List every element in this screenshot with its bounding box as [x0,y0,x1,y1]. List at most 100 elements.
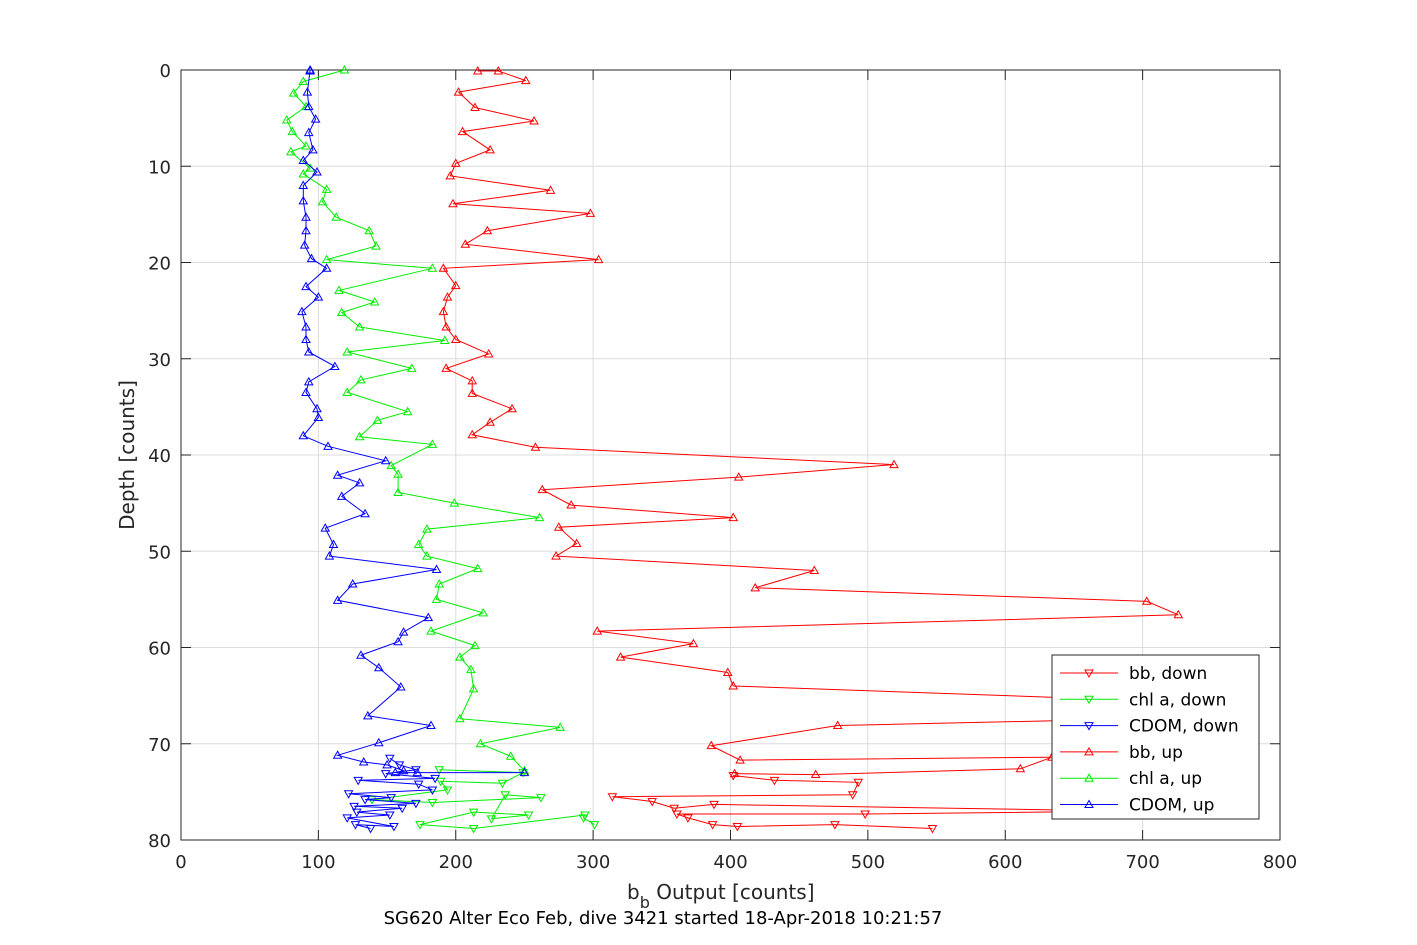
data-point [305,64,315,74]
data-point [438,306,449,316]
data-point [411,799,421,809]
legend-label: bb, down [1129,664,1207,684]
data-point [303,347,314,356]
data-point [393,469,403,478]
data-point [298,430,309,440]
data-point [308,144,318,154]
data-point [395,681,406,691]
data-point [354,477,365,487]
legend-label: chl a, down [1129,690,1226,710]
legend-entry-cdom-up: CDOM, up [1060,796,1214,816]
data-point [354,321,365,331]
data-point [342,347,353,356]
data-point [332,470,343,479]
data-point [422,551,432,560]
x-tick-label: 400 [713,852,747,873]
x-tick-label: 800 [1263,852,1297,873]
data-point [580,811,590,820]
data-point [722,667,733,677]
data-point [553,522,564,531]
data-point [607,793,618,802]
data-point [470,102,480,112]
data-point [321,184,332,193]
data-point [324,551,335,560]
data-point [467,388,478,397]
data-point [465,664,476,674]
caption: SG620 Alter Eco Feb, dive 3421 started 1… [384,908,943,929]
data-point [468,683,479,693]
data-point [393,487,403,497]
data-point [286,146,296,156]
data-point [398,627,409,636]
series-bb-up [438,65,1184,779]
series-line-chl-a-down [371,769,595,830]
data-point [331,212,342,221]
data-point [362,710,373,720]
data-point [423,612,434,622]
data-point [566,500,577,509]
data-point [356,374,366,384]
x-tick-label: 500 [851,852,885,873]
data-point [351,808,362,818]
data-point [343,790,354,799]
data-point [500,791,511,800]
series-cdom-down [342,754,441,834]
data-point [288,88,299,97]
data-point [360,796,370,805]
data-point [360,508,370,518]
data-point [369,296,380,306]
data-point [593,254,604,264]
data-point [303,101,314,111]
data-point [397,804,408,814]
data-point [472,563,483,573]
data-point [347,578,358,588]
axis-ticks: 0 100 200 300 400 500 600 700 800 0 10 20 30 40 50 60 70… [148,61,1297,873]
legend-entry-cdom-down: CDOM, down [1060,717,1239,737]
data-point [317,196,328,206]
data-point [427,786,438,795]
data-point [534,512,545,522]
series-cdom-up [297,64,530,777]
data-point [301,141,311,150]
data-point [683,814,693,823]
data-point [350,821,361,830]
data-point [342,387,353,396]
data-point [303,376,314,386]
data-point [312,403,322,413]
data-point [371,241,381,250]
data-point [732,823,743,832]
data-point [384,754,395,764]
data-point [450,158,461,167]
y-axis-title: Depth [counts] [115,380,139,530]
data-point [298,76,309,86]
data-point [467,375,478,385]
legend-entry-chl-a-down: chl a, down [1060,690,1226,710]
data-point [483,348,494,358]
data-point [486,815,497,824]
data-point [439,335,450,344]
data-point [406,363,417,372]
legend-swatch-marker [1084,722,1094,731]
data-point [301,387,311,396]
data-point [450,280,461,290]
legend: bb, down chl a, down CDOM, down bb, up chl a… [1051,654,1260,820]
data-point [927,824,938,834]
data-point [468,824,479,834]
x-axis-title: bb Output [counts] [627,880,815,912]
data-point [571,538,582,548]
data-point [455,652,465,661]
data-point [589,821,600,830]
data-point [334,285,344,294]
data-point [298,168,309,178]
data-point [706,740,717,750]
legend-label: CDOM, down [1129,717,1239,737]
data-point [523,811,534,820]
data-point [460,239,471,248]
data-point [441,321,451,331]
data-point [426,626,436,635]
data-point [441,363,451,372]
data-point [323,441,333,450]
data-point [438,263,449,272]
y-tick-label: 60 [148,639,171,660]
